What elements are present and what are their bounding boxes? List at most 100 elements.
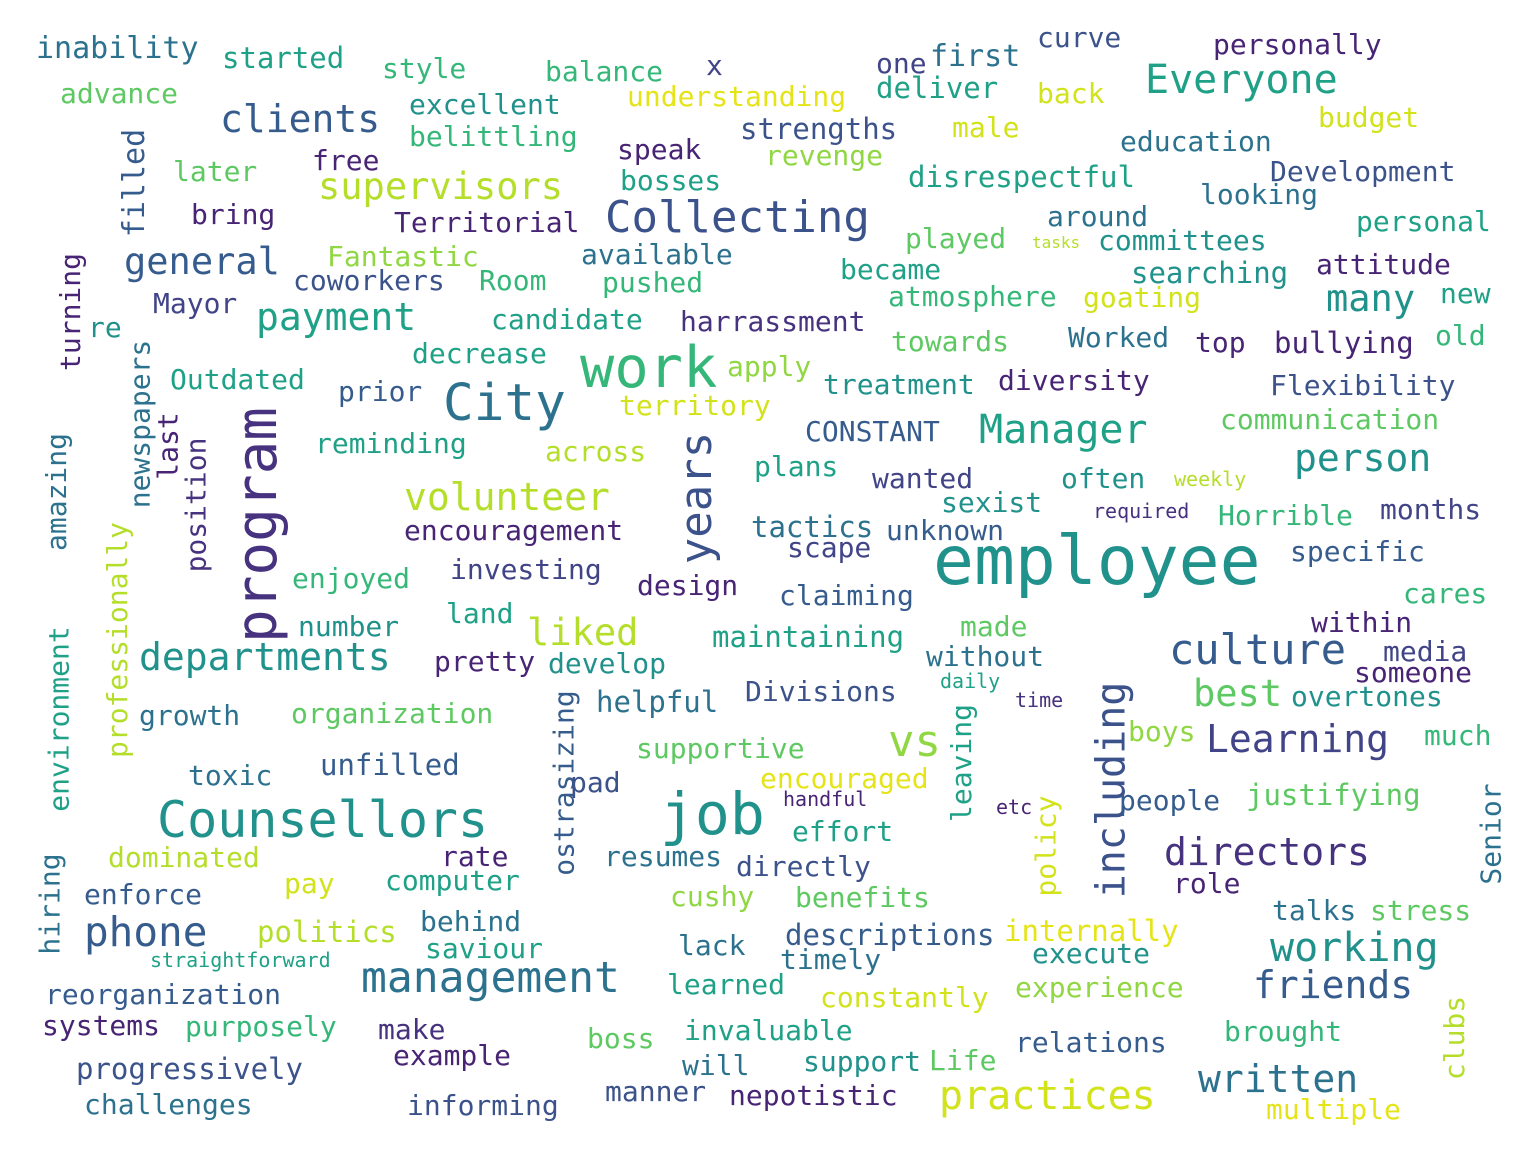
word: newspapers [123, 339, 157, 509]
word: helpful [596, 685, 719, 719]
word: without [926, 640, 1045, 673]
word: Flexibility [1270, 369, 1456, 402]
word: nepotistic [729, 1079, 898, 1112]
word: invaluable [684, 1014, 853, 1047]
word: Everyone [1145, 57, 1338, 103]
word: directly [736, 850, 871, 883]
word: stress [1370, 894, 1472, 927]
word: Counsellors [157, 791, 489, 849]
word: turning [54, 252, 88, 372]
word: policy [1029, 795, 1063, 897]
word: towards [891, 325, 1010, 358]
word: develop [548, 647, 667, 680]
word: personally [1213, 28, 1382, 61]
word: benefits [795, 881, 930, 914]
word: lack [678, 929, 746, 962]
word: amazing [40, 432, 74, 552]
word: etc [996, 795, 1033, 819]
word: support [803, 1045, 922, 1078]
word: Worked [1068, 321, 1170, 354]
word: curve [1037, 21, 1122, 54]
word: talks [1272, 894, 1357, 927]
word: work [580, 335, 718, 401]
word: played [905, 222, 1007, 255]
word: written [1198, 1057, 1359, 1101]
word: cushy [670, 880, 755, 913]
word: time [1015, 688, 1064, 712]
word: culture [1169, 625, 1347, 674]
word: person [1294, 436, 1432, 480]
word: many [1326, 277, 1416, 320]
word: relations [1015, 1026, 1167, 1059]
word: rate [441, 840, 509, 873]
word: understanding [627, 80, 847, 113]
word: handful [783, 787, 868, 811]
word: belittling [409, 120, 578, 153]
word: weekly [1174, 467, 1247, 491]
word: resumes [604, 840, 723, 873]
word: bullying [1274, 326, 1414, 360]
word: available [581, 238, 733, 271]
word: atmosphere [888, 280, 1057, 313]
word: leaving [945, 703, 979, 823]
word: environment [42, 626, 76, 812]
word: goating [1083, 281, 1202, 314]
word: unknown [886, 514, 1005, 547]
word: experience [1015, 971, 1184, 1004]
word: progressively [76, 1052, 303, 1086]
word: someone [1354, 656, 1473, 689]
word: tasks [1032, 233, 1081, 252]
word: pretty [434, 645, 536, 678]
word: daily [940, 669, 1001, 693]
word: filled [117, 128, 153, 238]
word: behind [420, 905, 522, 938]
word: back [1037, 77, 1105, 110]
word: sexist [941, 486, 1043, 519]
word: Outdated [170, 363, 305, 396]
word: unfilled [320, 748, 460, 782]
word: male [952, 111, 1020, 144]
word: became [840, 253, 942, 286]
word: enjoyed [292, 562, 411, 595]
word: City [443, 374, 566, 433]
word: reorganization [45, 978, 282, 1011]
word: around [1047, 200, 1149, 233]
word: often [1061, 462, 1146, 495]
word: learned [667, 968, 786, 1001]
word: vs [888, 716, 941, 767]
word: manner [605, 1075, 707, 1108]
word: wanted [872, 462, 974, 495]
word: CONSTANT [805, 415, 940, 448]
word: descriptions [785, 918, 995, 952]
word: harrassment [680, 305, 866, 338]
word: encouragement [404, 514, 624, 547]
word: encouraged [760, 762, 929, 795]
word: pay [284, 867, 335, 900]
word: effort [792, 815, 894, 848]
word: speak [617, 133, 702, 166]
word: required [1093, 499, 1190, 523]
word: purposely [185, 1010, 337, 1043]
word: old [1435, 319, 1486, 352]
word: will [682, 1049, 750, 1082]
word: coworkers [293, 264, 445, 297]
word: Learning [1206, 717, 1390, 761]
word: saviour [425, 932, 544, 965]
word: land [446, 597, 514, 630]
word: media [1383, 635, 1468, 668]
word: made [960, 610, 1028, 643]
word: Horrible [1218, 499, 1353, 532]
word: territory [619, 389, 771, 422]
word: investing [450, 553, 602, 586]
word: plans [754, 450, 839, 483]
word: internally [1004, 914, 1179, 948]
word: position [179, 437, 213, 573]
word: computer [385, 864, 520, 897]
word: inability [36, 31, 199, 66]
word: payment [256, 295, 417, 339]
word: make [378, 1013, 446, 1046]
word: style [382, 52, 467, 85]
word: later [173, 155, 258, 188]
word: Collecting [605, 192, 870, 243]
word: new [1440, 277, 1491, 310]
